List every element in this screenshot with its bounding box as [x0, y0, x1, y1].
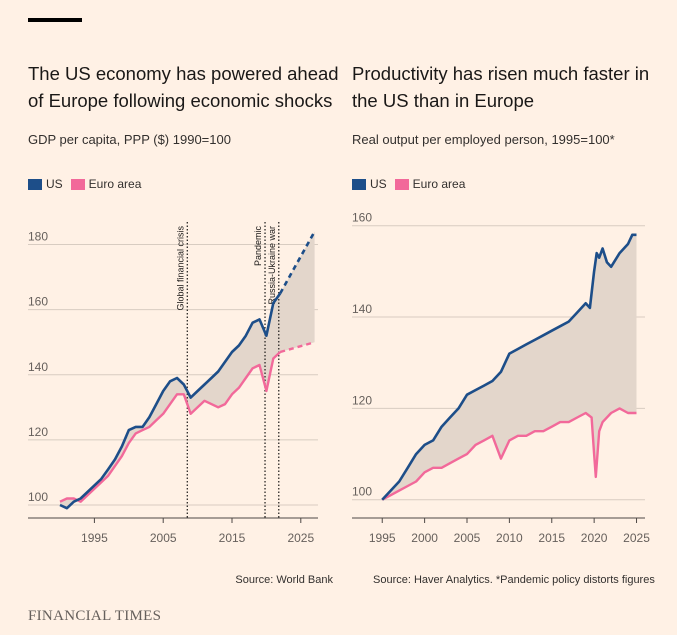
- right-legend-euro: Euro area: [394, 177, 466, 191]
- y-tick-label: 140: [352, 302, 372, 316]
- right-title-line-2: the US than in Europe: [352, 90, 535, 111]
- left-legend-us-label: US: [46, 177, 63, 191]
- right-legend-us-label: US: [370, 177, 387, 191]
- left-title-line-2: of Europe following economic shocks: [28, 90, 333, 111]
- left-chart-subtitle: GDP per capita, PPP ($) 1990=100: [28, 132, 231, 147]
- x-tick-label: 2005: [454, 531, 481, 545]
- y-tick-label: 180: [28, 230, 48, 244]
- x-tick-label: 1995: [369, 531, 396, 545]
- right-legend: US Euro area: [352, 177, 473, 191]
- gap-shading: [382, 234, 637, 500]
- gdp-chart: 100 120 140 160 180 1995 2005 2015 2025 Global fi…: [28, 222, 318, 545]
- event-marker-label: Russia-Ukraine war: [267, 226, 277, 305]
- euro-swatch: [394, 178, 409, 190]
- y-tick-label: 120: [28, 425, 48, 439]
- y-tick-label: 100: [28, 490, 48, 504]
- y-tick-label: 140: [28, 360, 48, 374]
- left-legend-euro: Euro area: [70, 177, 142, 191]
- left-legend-euro-label: Euro area: [88, 177, 142, 191]
- right-legend-euro-label: Euro area: [412, 177, 466, 191]
- x-tick-label: 2025: [287, 531, 314, 545]
- us-line: [381, 233, 637, 501]
- euro-area-projection-line: [279, 341, 315, 354]
- event-marker-label: Global financial crisis: [175, 226, 185, 311]
- left-title-line-1: The US economy has powered ahead: [28, 63, 339, 84]
- us-swatch: [28, 178, 42, 190]
- x-tick-label: 2005: [150, 531, 177, 545]
- left-legend: US Euro area: [28, 177, 149, 191]
- gap-shading: [60, 231, 315, 509]
- ft-brand-logo: FINANCIAL TIMES: [28, 608, 162, 624]
- euro-area-line: [381, 407, 637, 501]
- left-source-note: Source: World Bank: [235, 574, 333, 586]
- us-projection-line: [279, 230, 316, 295]
- y-tick-label: 160: [352, 211, 372, 225]
- x-tick-label: 1995: [81, 531, 108, 545]
- x-tick-label: 2000: [411, 531, 438, 545]
- us-line: [59, 292, 282, 510]
- right-chart-subtitle: Real output per employed person, 1995=10…: [352, 132, 615, 147]
- left-chart-title: The US economy has powered ahead of Euro…: [28, 60, 339, 114]
- right-chart-title: Productivity has risen much faster in th…: [352, 60, 649, 114]
- x-tick-label: 2015: [538, 531, 565, 545]
- x-tick-label: 2025: [623, 531, 650, 545]
- productivity-chart: 100 120 140 160 1995 2000 2005 2010 2015 2020 2025: [352, 211, 650, 545]
- euro-swatch: [70, 178, 85, 190]
- x-tick-label: 2010: [496, 531, 523, 545]
- right-source-note: Source: Haver Analytics. *Pandemic polic…: [373, 574, 655, 586]
- x-tick-label: 2015: [219, 531, 246, 545]
- event-marker-label: Pandemic: [253, 226, 263, 267]
- us-swatch: [352, 178, 366, 190]
- ft-top-bar: [28, 18, 82, 22]
- y-tick-label: 160: [28, 295, 48, 309]
- y-tick-label: 100: [352, 485, 372, 499]
- x-tick-label: 2020: [581, 531, 608, 545]
- y-tick-label: 120: [352, 393, 372, 407]
- right-title-line-1: Productivity has risen much faster in: [352, 63, 650, 84]
- euro-area-line: [59, 351, 282, 503]
- right-legend-us: US: [352, 177, 387, 191]
- left-legend-us: US: [28, 177, 63, 191]
